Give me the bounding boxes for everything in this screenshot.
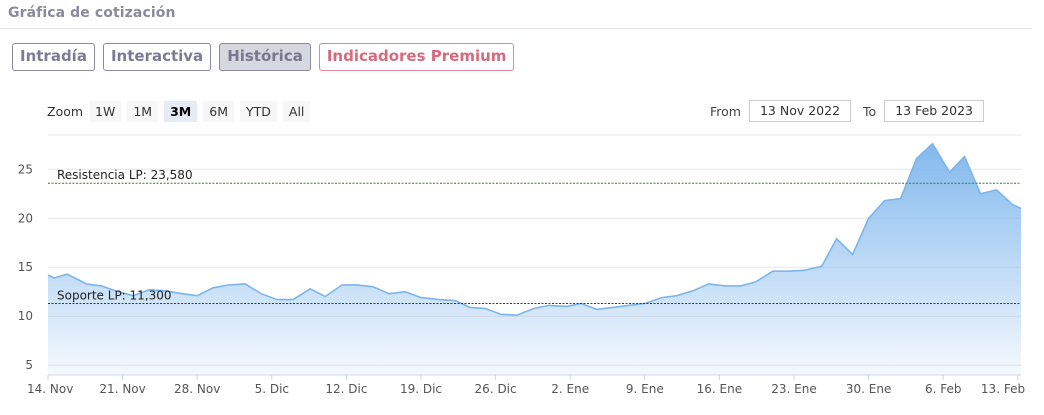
tab-indicadores-premium[interactable]: Indicadores Premium bbox=[318, 43, 515, 71]
date-range: From 13 Nov 2022 To 13 Feb 2023 bbox=[710, 100, 984, 122]
header-divider bbox=[0, 28, 1032, 29]
chart-tabs: Intradía Interactiva Histórica Indicador… bbox=[12, 43, 522, 71]
x-tick-label: 21. Nov bbox=[99, 382, 145, 396]
x-tick-label: 14. Nov bbox=[27, 382, 73, 396]
x-tick-label: 16. Ene bbox=[697, 382, 742, 396]
zoom-button-6m[interactable]: 6M bbox=[203, 101, 234, 122]
zoom-label: Zoom bbox=[47, 104, 84, 119]
x-tick-label: 6. Feb bbox=[925, 382, 962, 396]
y-tick-label: 10 bbox=[18, 309, 33, 323]
y-tick-label: 5 bbox=[25, 358, 33, 372]
y-tick-label: 20 bbox=[18, 211, 33, 225]
to-label: To bbox=[863, 103, 877, 119]
tab-historica[interactable]: Histórica bbox=[219, 43, 311, 71]
zoom-button-all[interactable]: All bbox=[282, 101, 311, 122]
y-tick-label: 25 bbox=[18, 162, 33, 176]
x-tick-label: 2. Ene bbox=[551, 382, 589, 396]
x-tick-label: 23. Ene bbox=[771, 382, 816, 396]
x-tick-label: 12. Dic bbox=[325, 382, 367, 396]
from-label: From bbox=[709, 103, 741, 119]
support-label: Soporte LP: 11,300 bbox=[57, 288, 172, 302]
zoom-button-ytd[interactable]: YTD bbox=[240, 101, 277, 122]
x-tick-label: 19. Dic bbox=[400, 382, 442, 396]
price-area bbox=[48, 143, 1021, 375]
from-date-input[interactable]: 13 Nov 2022 bbox=[748, 100, 852, 122]
page-title: Gráfica de cotización bbox=[8, 5, 176, 21]
x-tick-label: 9. Ene bbox=[626, 382, 664, 396]
x-tick-label: 5. Dic bbox=[255, 382, 289, 396]
x-tick-label: 13. Feb bbox=[981, 382, 1025, 396]
zoom-button-1m[interactable]: 1M bbox=[127, 101, 159, 122]
tab-interactiva[interactable]: Interactiva bbox=[102, 43, 212, 71]
resistance-label: Resistencia LP: 23,580 bbox=[57, 168, 193, 182]
y-tick-label: 15 bbox=[18, 260, 33, 274]
x-tick-label: 30. Ene bbox=[846, 382, 891, 396]
zoom-button-1w[interactable]: 1W bbox=[89, 101, 122, 122]
price-line bbox=[47, 142, 1022, 317]
tab-intradia[interactable]: Intradía bbox=[12, 43, 95, 71]
x-tick-label: 28. Nov bbox=[174, 382, 220, 396]
x-tick-label: 26. Dic bbox=[475, 382, 517, 396]
to-date-input[interactable]: 13 Feb 2023 bbox=[884, 100, 984, 122]
zoom-button-3m[interactable]: 3M bbox=[164, 101, 198, 122]
zoom-selector: Zoom 1W 1M 3M 6M YTD All bbox=[47, 101, 316, 122]
